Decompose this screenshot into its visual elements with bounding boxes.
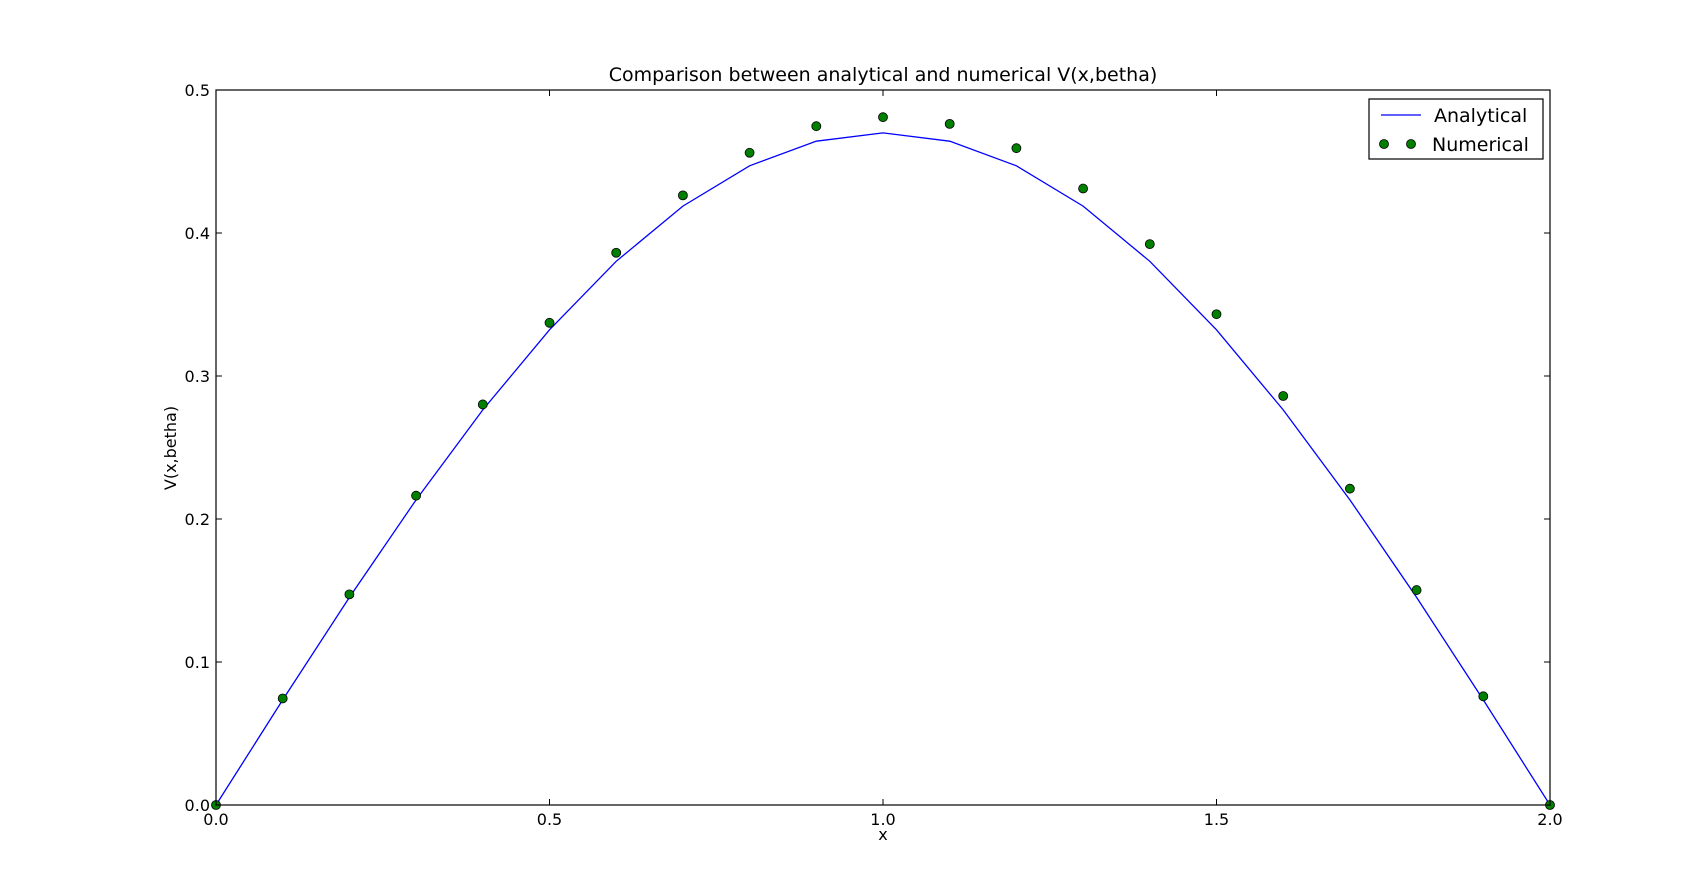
data-point-numerical-11: [944, 118, 955, 129]
x-axis-label: x: [878, 825, 887, 844]
x-tick-label-2: 1.0: [870, 810, 895, 829]
series-layer: [211, 112, 1555, 810]
data-point-numerical-19: [1478, 691, 1489, 702]
y-tick-label-4: 0.4: [185, 224, 210, 243]
data-point-numerical-6: [611, 247, 622, 258]
y-tick-label-2: 0.2: [185, 510, 210, 529]
data-point-numerical-5: [544, 317, 555, 328]
plot-area: [216, 90, 1550, 805]
data-point-numerical-10: [878, 112, 888, 123]
y-tick-label-1: 0.1: [185, 653, 210, 672]
legend-label-analytical: Analytical: [1434, 105, 1527, 127]
data-point-numerical-8: [744, 147, 755, 158]
data-point-numerical-2: [344, 589, 355, 600]
y-tick-label-0: 0.0: [185, 796, 210, 815]
data-point-numerical-12: [1011, 143, 1022, 154]
y-tick-label-3: 0.3: [185, 367, 210, 386]
ticks-layer: 0.0 0.5 1.0 1.5 2.0 0.0 0.1 0.2 0.3 0.4 0.5: [185, 81, 1563, 829]
data-point-numerical-15: [1211, 309, 1222, 320]
legend-box: [1368, 98, 1544, 160]
data-point-numerical-7: [678, 190, 688, 201]
x-tick-label-3: 1.5: [1204, 810, 1229, 829]
x-tick-label-1: 0.5: [537, 810, 562, 829]
x-tick-label-4: 2.0: [1537, 810, 1562, 829]
chart-title: Comparison between analytical and numeri…: [609, 64, 1158, 86]
x-tick-label-0: 0.0: [203, 810, 228, 829]
legend-point-marker-left: [1379, 139, 1389, 149]
data-point-numerical-4: [477, 399, 488, 410]
data-point-numerical-14: [1144, 239, 1155, 250]
legend-label-numerical: Numerical: [1432, 134, 1529, 156]
legend-point-marker-right: [1406, 139, 1416, 149]
data-point-numerical-13: [1078, 183, 1088, 194]
data-point-numerical-16: [1278, 391, 1289, 401]
y-tick-label-5: 0.5: [185, 81, 210, 100]
data-point-numerical-3: [411, 490, 422, 501]
plot-frame: [215, 89, 1551, 806]
data-point-numerical-1: [277, 693, 288, 704]
y-axis-label: V(x,betha): [161, 406, 180, 490]
plot-background: [216, 90, 1550, 805]
series-line-analytical: [215, 132, 1551, 806]
legend: Analytical Numerical: [1368, 98, 1544, 160]
data-point-numerical-9: [811, 121, 822, 132]
data-point-numerical-18: [1411, 585, 1422, 595]
data-point-numerical-17: [1345, 483, 1355, 494]
